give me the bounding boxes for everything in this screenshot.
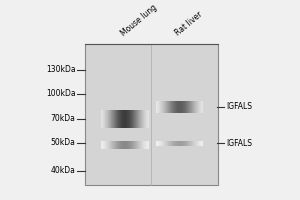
Text: Mouse lung: Mouse lung (119, 2, 158, 38)
Text: 50kDa: 50kDa (51, 138, 76, 147)
Text: 100kDa: 100kDa (46, 89, 76, 98)
Text: Rat liver: Rat liver (174, 10, 205, 38)
Text: 130kDa: 130kDa (46, 65, 76, 74)
Text: 40kDa: 40kDa (51, 166, 76, 175)
Text: IGFALS: IGFALS (226, 102, 252, 111)
Text: IGFALS: IGFALS (226, 139, 252, 148)
FancyBboxPatch shape (85, 44, 218, 185)
Text: 70kDa: 70kDa (51, 114, 76, 123)
